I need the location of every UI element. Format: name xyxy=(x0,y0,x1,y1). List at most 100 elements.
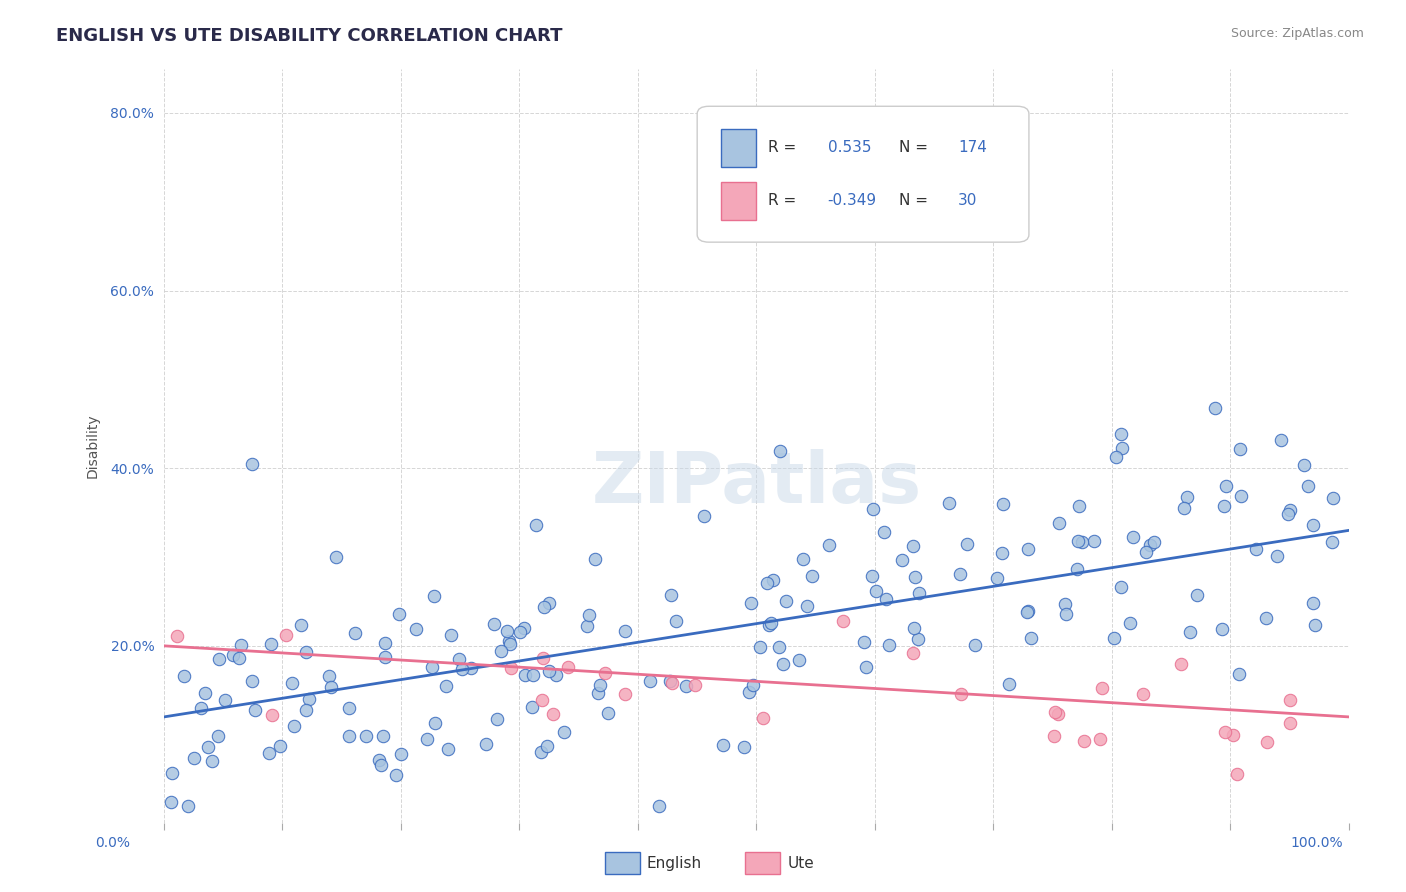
English xyxy=(491,644,513,658)
English xyxy=(460,661,482,675)
English xyxy=(522,668,544,682)
English xyxy=(451,662,474,676)
English xyxy=(240,457,263,471)
English xyxy=(553,724,575,739)
English xyxy=(908,586,931,600)
Text: 0.0%: 0.0% xyxy=(96,836,131,850)
Ute xyxy=(166,629,188,643)
English xyxy=(1017,604,1039,618)
Ute xyxy=(614,687,637,701)
Text: N =: N = xyxy=(898,140,932,155)
English xyxy=(1071,535,1094,549)
English xyxy=(1302,596,1324,610)
FancyBboxPatch shape xyxy=(697,106,1029,242)
Text: -0.349: -0.349 xyxy=(828,194,876,208)
Ute xyxy=(1170,657,1192,671)
English xyxy=(1083,533,1105,548)
English xyxy=(800,569,823,583)
English xyxy=(1265,549,1288,563)
English xyxy=(228,651,250,665)
English xyxy=(374,636,396,650)
English xyxy=(647,798,669,813)
English xyxy=(787,653,810,667)
English xyxy=(499,637,522,651)
English xyxy=(229,638,252,652)
Ute xyxy=(1222,728,1244,742)
English xyxy=(1054,598,1077,612)
English xyxy=(759,615,782,630)
Ute xyxy=(751,711,773,725)
English xyxy=(891,553,914,567)
English xyxy=(522,700,544,714)
English xyxy=(775,593,797,607)
Ute xyxy=(1091,681,1114,695)
English xyxy=(949,567,972,582)
English xyxy=(177,798,200,813)
English xyxy=(986,571,1008,585)
English xyxy=(1067,534,1090,549)
Text: 174: 174 xyxy=(957,140,987,155)
English xyxy=(482,616,505,631)
Ute xyxy=(1132,687,1154,701)
English xyxy=(389,747,412,761)
English xyxy=(659,674,682,689)
English xyxy=(903,621,925,635)
English xyxy=(748,640,770,654)
English xyxy=(526,518,548,533)
English xyxy=(1305,618,1327,632)
English xyxy=(544,667,567,681)
Ute xyxy=(501,660,523,674)
Text: Ute: Ute xyxy=(787,856,814,871)
English xyxy=(405,622,427,636)
English xyxy=(768,640,790,655)
English xyxy=(998,677,1021,691)
Ute xyxy=(593,665,616,680)
English xyxy=(269,739,291,753)
English xyxy=(1180,624,1202,639)
English xyxy=(862,501,884,516)
English xyxy=(208,652,231,666)
Ute xyxy=(1213,725,1236,739)
Ute xyxy=(1088,731,1111,746)
English xyxy=(183,750,205,764)
English xyxy=(855,660,877,674)
English xyxy=(416,732,439,747)
English xyxy=(1104,632,1126,646)
English xyxy=(159,795,181,809)
English xyxy=(659,588,682,602)
Ute xyxy=(1046,706,1069,721)
English xyxy=(201,754,224,768)
English xyxy=(485,713,508,727)
Ute xyxy=(1073,734,1095,748)
Text: Source: ZipAtlas.com: Source: ZipAtlas.com xyxy=(1230,27,1364,40)
English xyxy=(772,657,794,671)
English xyxy=(344,626,367,640)
Y-axis label: Disability: Disability xyxy=(86,414,100,478)
Ute xyxy=(949,688,972,702)
Text: R =: R = xyxy=(768,194,801,208)
English xyxy=(904,569,927,583)
Ute xyxy=(685,678,707,692)
English xyxy=(1244,542,1267,557)
English xyxy=(1294,458,1316,472)
English xyxy=(197,740,219,755)
English xyxy=(162,766,184,780)
English xyxy=(1067,499,1090,513)
English xyxy=(713,738,735,752)
English xyxy=(283,719,305,733)
English xyxy=(938,496,960,510)
English xyxy=(1229,442,1251,456)
English xyxy=(1230,489,1253,503)
English xyxy=(1105,450,1128,465)
English xyxy=(586,686,609,700)
English xyxy=(190,701,212,715)
English xyxy=(423,589,446,603)
English xyxy=(860,569,883,583)
English xyxy=(1111,441,1133,455)
English xyxy=(173,669,195,683)
English xyxy=(422,660,444,674)
English xyxy=(963,638,986,652)
English xyxy=(1213,499,1236,513)
English xyxy=(1254,611,1277,625)
English xyxy=(1185,588,1208,602)
